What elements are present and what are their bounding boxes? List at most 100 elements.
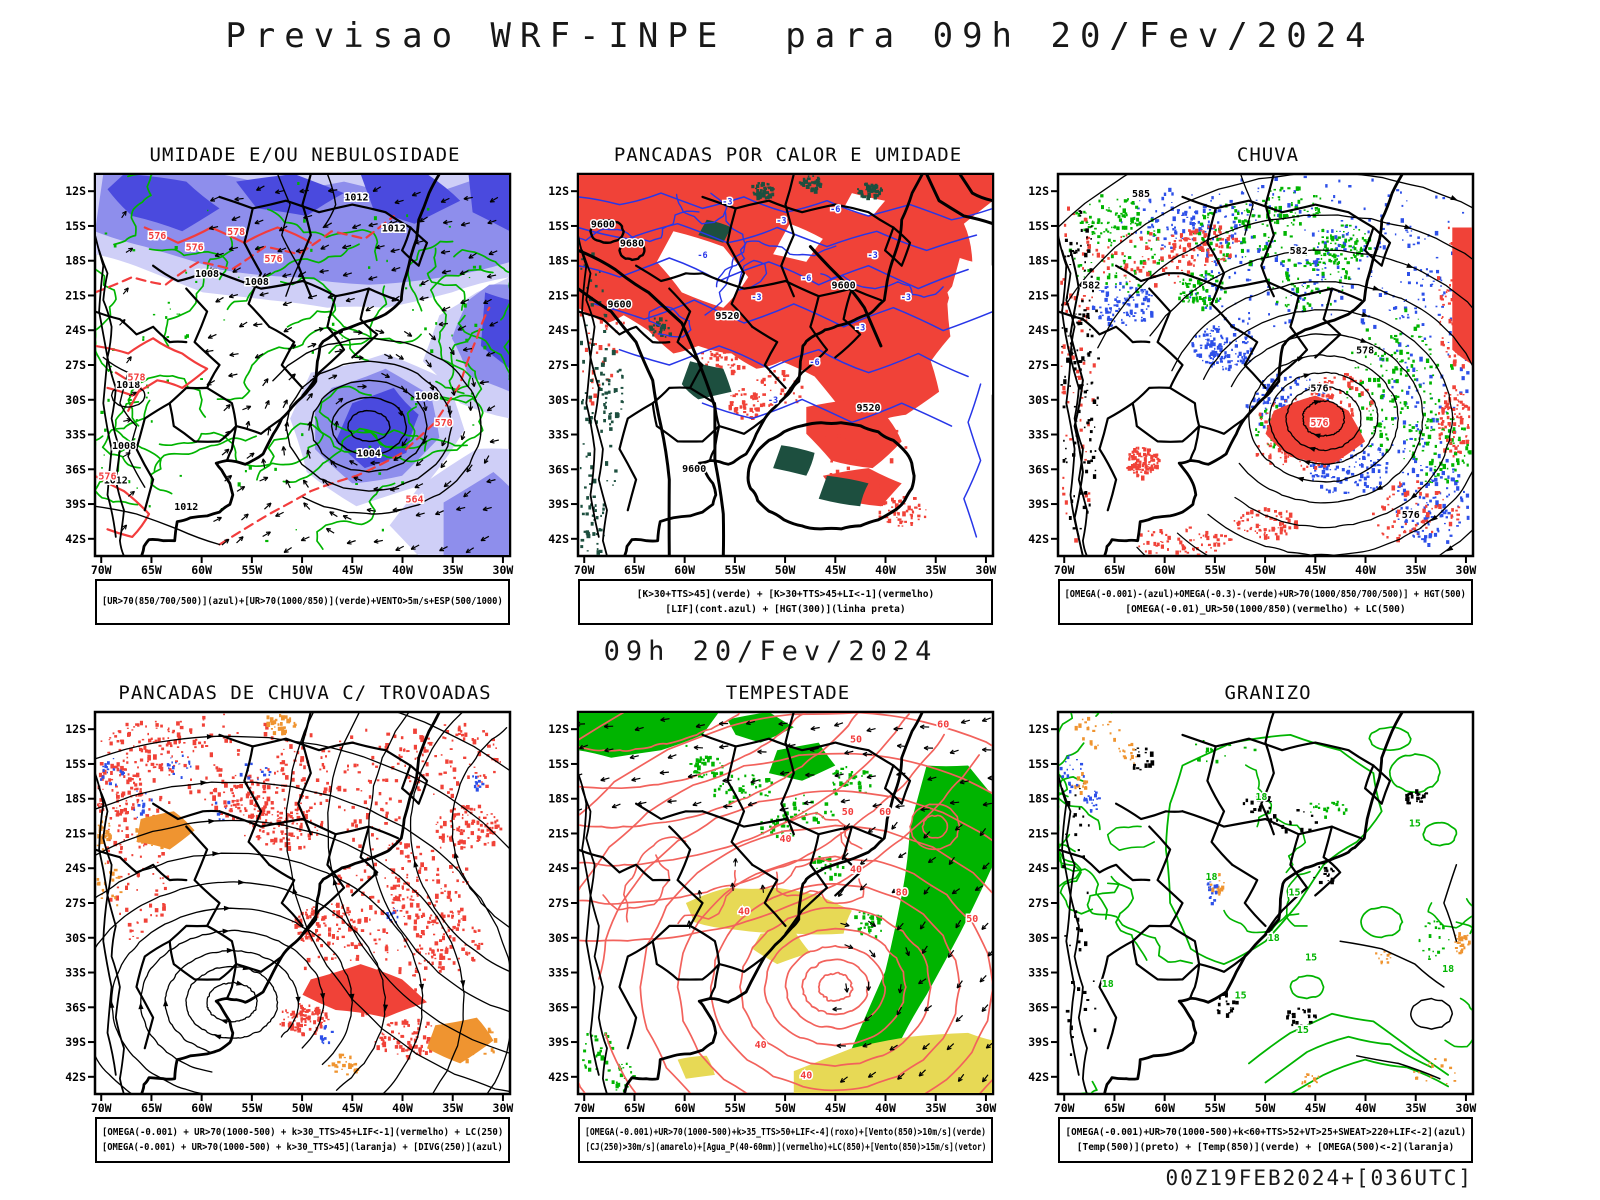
svg-text:33S: 33S bbox=[65, 966, 86, 980]
legend-box-tempestade: [OMEGA(-0.001)+UR>70(1000-500)+k>35_TTS>… bbox=[578, 1117, 993, 1163]
svg-text:582: 582 bbox=[1082, 281, 1100, 292]
svg-text:18S: 18S bbox=[65, 254, 86, 268]
map-content: 9600 9680 9600 9520 9600 9600 9520 -3 -3 -6 -3 -6 -3… bbox=[579, 175, 992, 555]
svg-text:70W: 70W bbox=[1054, 563, 1075, 576]
svg-text:55W: 55W bbox=[724, 563, 745, 576]
svg-text:24S: 24S bbox=[65, 861, 86, 875]
svg-text:582: 582 bbox=[1290, 246, 1308, 257]
svg-text:65W: 65W bbox=[141, 1101, 162, 1114]
svg-text:21S: 21S bbox=[548, 288, 569, 302]
svg-text:50W: 50W bbox=[292, 563, 313, 576]
svg-text:36S: 36S bbox=[1028, 462, 1049, 476]
svg-text:1012: 1012 bbox=[382, 223, 406, 234]
svg-text:-6: -6 bbox=[830, 205, 840, 215]
svg-text:60W: 60W bbox=[191, 563, 212, 576]
svg-text:-3: -3 bbox=[751, 293, 761, 303]
svg-text:1008: 1008 bbox=[415, 391, 439, 402]
svg-text:27S: 27S bbox=[1028, 358, 1049, 372]
svg-text:21S: 21S bbox=[65, 826, 86, 840]
legend-line: [OMEGA(-0.001) + UR>70(1000-500) + k>30_… bbox=[102, 1142, 503, 1153]
svg-text:12S: 12S bbox=[65, 184, 86, 198]
legend-box-pancadas-calor: [K>30+TTS>45](verde) + [K>30+TTS>45+LI<-… bbox=[578, 579, 993, 625]
svg-text:30W: 30W bbox=[1456, 563, 1477, 576]
svg-text:18S: 18S bbox=[548, 254, 569, 268]
svg-text:576: 576 bbox=[148, 231, 166, 242]
legend-box-trovoadas: [OMEGA(-0.001) + UR>70(1000-500) + k>30_… bbox=[95, 1117, 510, 1163]
svg-text:1008: 1008 bbox=[112, 441, 136, 452]
legend-line: [CJ(250)>30m/s](amarelo)+[Agua_P(40-60mm… bbox=[585, 1142, 986, 1153]
panel-granizo: GRANIZO 12S 15S 18S 21S 24S 27S 30S 33S 36S 39S 42… bbox=[1023, 680, 1478, 1163]
legend-line: [OMEGA(-0.001)+UR>70(1000-500)+k<60+TTS>… bbox=[1065, 1126, 1466, 1138]
svg-text:45W: 45W bbox=[1305, 563, 1326, 576]
panel-chuva: CHUVA 12S 15S 18S 21S 24S 27S 30S 33S 36S 39S 42S 7… bbox=[1023, 142, 1478, 625]
svg-text:585: 585 bbox=[1132, 189, 1150, 200]
svg-text:576: 576 bbox=[264, 254, 282, 265]
svg-text:40W: 40W bbox=[392, 563, 413, 576]
legend-line: [OMEGA(-0.001)+UR>70(1000-500)+k>35_TTS>… bbox=[585, 1126, 986, 1138]
svg-text:1004: 1004 bbox=[357, 449, 381, 460]
svg-text:-6: -6 bbox=[801, 274, 811, 284]
svg-text:40W: 40W bbox=[1355, 563, 1376, 576]
panel-title-chuva: CHUVA bbox=[1236, 144, 1300, 166]
panel-title-trovoadas: PANCADAS DE CHUVA C/ TROVOADAS bbox=[118, 682, 492, 704]
svg-text:30W: 30W bbox=[493, 1101, 514, 1114]
svg-text:39S: 39S bbox=[65, 497, 86, 511]
svg-text:33S: 33S bbox=[65, 428, 86, 442]
svg-text:35W: 35W bbox=[442, 563, 463, 576]
svg-text:-3: -3 bbox=[768, 396, 778, 406]
svg-text:45W: 45W bbox=[825, 563, 846, 576]
svg-text:1012: 1012 bbox=[344, 193, 368, 204]
panel-umidade: UMIDADE E/OU NEBULOSIDADE 12S 15S 18S 21S 24… bbox=[60, 142, 515, 625]
svg-text:33S: 33S bbox=[1028, 428, 1049, 442]
svg-text:60W: 60W bbox=[191, 1101, 212, 1114]
svg-text:42S: 42S bbox=[65, 532, 86, 546]
svg-text:576: 576 bbox=[186, 242, 204, 253]
svg-text:9520: 9520 bbox=[715, 311, 739, 322]
map-content bbox=[96, 713, 509, 1093]
svg-text:18S: 18S bbox=[1028, 254, 1049, 268]
svg-text:18S: 18S bbox=[65, 792, 86, 806]
contour-labels: 1012 1012 1008 1008 1008 1004 1018 1008 1012 1012… bbox=[97, 191, 454, 514]
svg-text:35W: 35W bbox=[1405, 563, 1426, 576]
svg-text:12S: 12S bbox=[65, 722, 86, 736]
svg-text:-6: -6 bbox=[697, 251, 707, 261]
svg-text:36S: 36S bbox=[65, 462, 86, 476]
svg-text:578: 578 bbox=[1356, 346, 1374, 357]
svg-text:9600: 9600 bbox=[607, 300, 631, 311]
svg-text:33S: 33S bbox=[548, 428, 569, 442]
legend-line: [OMEGA(-0.01)_UR>50(1000/850)(vermelho) … bbox=[1125, 604, 1406, 615]
run-timestamp: 00Z19FEB2024+[036UTC] bbox=[1165, 1166, 1473, 1190]
contour-labels: 9600 9680 9600 9520 9600 9600 9520 -3 -3 -6 -3 -6 -3… bbox=[589, 196, 912, 476]
svg-text:39S: 39S bbox=[65, 1035, 86, 1049]
svg-text:24S: 24S bbox=[1028, 323, 1049, 337]
svg-text:9600: 9600 bbox=[682, 464, 706, 475]
svg-text:39S: 39S bbox=[548, 497, 569, 511]
svg-text:-3: -3 bbox=[901, 293, 911, 303]
svg-text:576: 576 bbox=[1310, 384, 1328, 395]
svg-text:45W: 45W bbox=[342, 563, 363, 576]
svg-text:1008: 1008 bbox=[245, 277, 269, 288]
legend-box-umidade: [UR>70(850/700/500)](azul)+[UR>70(1000/8… bbox=[95, 579, 510, 625]
svg-text:578: 578 bbox=[127, 372, 145, 383]
svg-text:30S: 30S bbox=[548, 393, 569, 407]
svg-text:42S: 42S bbox=[548, 532, 569, 546]
svg-text:40W: 40W bbox=[875, 563, 896, 576]
svg-text:24S: 24S bbox=[548, 323, 569, 337]
svg-text:50W: 50W bbox=[775, 563, 796, 576]
svg-text:50W: 50W bbox=[292, 1101, 313, 1114]
svg-text:1008: 1008 bbox=[195, 269, 219, 280]
svg-text:55W: 55W bbox=[1204, 563, 1225, 576]
svg-text:55W: 55W bbox=[241, 563, 262, 576]
svg-text:-6: -6 bbox=[809, 358, 819, 368]
svg-text:9680: 9680 bbox=[620, 239, 644, 250]
pancadas-calor-map: 12S 15S 18S 21S 24S 27S 30S 33S 36S 39S 42S 70W 65W 6… bbox=[548, 172, 996, 576]
contour-labels: 585 582 582 578 576 576 576 bbox=[1081, 187, 1422, 522]
legend-line: [K>30+TTS>45](verde) + [K>30+TTS>45+LI<-… bbox=[636, 588, 935, 600]
svg-text:21S: 21S bbox=[1028, 288, 1049, 302]
legend-line: [OMEGA(-0.001) + UR>70(1000-500) + k>30_… bbox=[101, 1126, 504, 1138]
svg-text:50W: 50W bbox=[1255, 563, 1276, 576]
panel-tempestade: TEMPESTADE 12S 15S 18S 21S 24S 27S 30S 33S 36S 39… bbox=[543, 680, 998, 1163]
